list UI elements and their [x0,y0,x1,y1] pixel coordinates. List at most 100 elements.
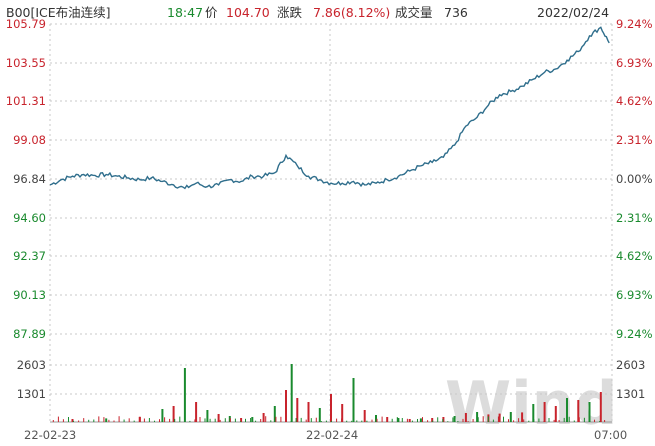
volume-bar [199,417,201,422]
volume-bar [406,418,408,422]
volume-bar [396,417,398,422]
volume-bar [105,418,108,422]
volume-bar [275,416,277,422]
volume-bar [138,416,140,422]
volume-bar [543,421,545,422]
volume-bar [467,421,469,422]
volume-bar [508,419,509,422]
volume-bar [169,418,171,422]
header-date: 2022/02/24 [537,5,609,20]
percent-tick-label: 9.24% [616,17,653,31]
volume-bar [68,417,69,422]
volume-bar [578,417,580,422]
percent-tick-label: 2.31% [616,211,653,225]
volume-bar [464,413,467,422]
volume-bar [295,418,297,422]
volume-bar [315,417,317,422]
volume-bar [245,418,246,422]
volume-bar [325,420,327,422]
volume-bar [513,420,515,422]
volume-bar [154,420,155,422]
price-tick-label: 105.79 [6,17,46,31]
volume-bar [93,419,95,422]
volume-bar [300,417,302,422]
change-label: 涨跌 [277,5,303,20]
volume-bar [62,419,64,422]
volume-bar [442,419,444,422]
volume-bar [296,398,299,422]
volume-bar [457,421,459,422]
price-value: 104.70 [226,5,270,20]
volume-bar [123,419,125,422]
volume-bar [363,410,366,422]
volume-bar [330,394,332,422]
volume-bar [432,420,434,422]
volume-bar [528,420,530,422]
volume-bar [341,404,344,422]
volume-bar [118,416,120,422]
volume-bar [408,419,411,422]
volume-bar [310,418,312,422]
percent-tick-label: 6.93% [616,288,653,302]
volume-bar [250,418,252,422]
volume-bar [509,412,512,422]
volume-bar [251,417,254,422]
volume-bar [386,419,388,422]
volume-bar [265,416,267,422]
header-bar: B00[ICE布油连续] 18:47 价 104.70 涨跌 7.86(8.12… [6,5,609,20]
volume-bar [285,390,287,422]
percent-tick-label: 4.62% [616,94,653,108]
volume-bar [397,418,400,422]
volume-bar [543,402,546,422]
volume-bar [599,392,602,422]
volume-bar [472,419,474,422]
volume-bar [336,418,338,422]
volume-bar [255,420,257,422]
volume-bar [427,420,429,422]
price-tick-label: 92.37 [13,249,46,263]
volume-bar [503,416,504,422]
volume-bar [532,404,535,422]
volume-bar [159,419,160,422]
volume-bar [179,416,181,422]
volume-bar [566,398,568,422]
volume-bar [482,416,484,422]
volume-bar [422,417,423,422]
volume-bar [148,418,150,422]
volume-bar [273,406,276,422]
volume-bar [214,418,216,422]
change-value: 7.86(8.12%) [313,5,390,20]
volume-bar [318,408,321,422]
x-tick-label: 07:00 [594,428,627,442]
volume-bar [492,419,494,422]
volume-bar [476,412,479,422]
volume-bar [604,420,606,422]
volume-bar [351,420,353,422]
volume-bar [113,420,115,422]
volume-bar [442,417,445,422]
volume-bar [583,417,585,422]
volume-bar [447,421,449,422]
volume-bar [229,418,231,422]
volume-bar [133,420,135,422]
volume-bar [270,420,272,422]
volume-bar [164,417,166,422]
volume-bar [240,421,241,422]
volume-bar [128,418,130,422]
quote-time: 18:47 [167,5,203,20]
volume-bar [209,418,211,422]
price-tick-label: 90.13 [13,288,46,302]
volume-bar [487,416,489,422]
volume-bar [381,416,383,422]
volume-bar [204,418,206,422]
percent-tick-label: 9.24% [616,327,653,341]
volume-bar [217,414,220,422]
volume-bar [411,420,413,422]
volume-bar [98,416,100,422]
volume-bar [290,421,292,422]
price-tick-label: 101.31 [6,94,46,108]
volume-bar [346,420,348,422]
volume-bar [240,418,243,422]
volume-value: 736 [444,5,468,20]
volume-bar [83,418,85,422]
